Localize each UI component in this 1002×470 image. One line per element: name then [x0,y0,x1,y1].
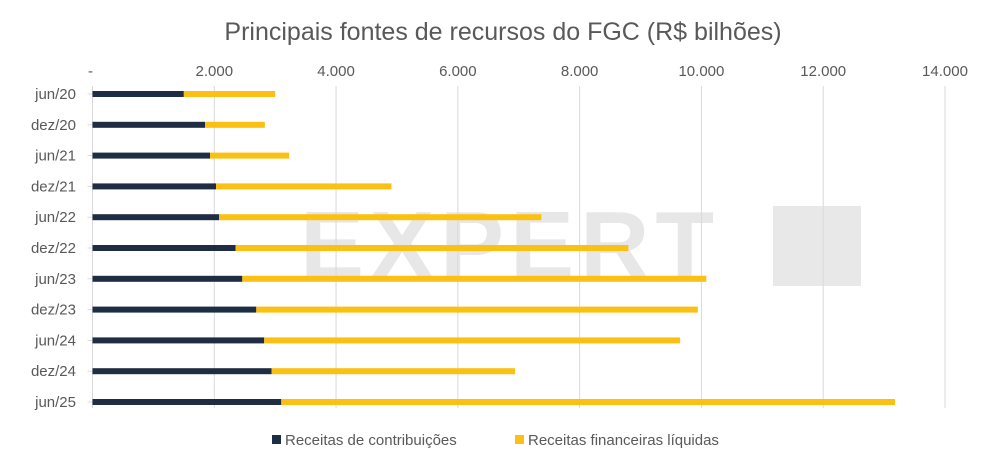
bar-financeiras [210,152,290,159]
bar-contribuicoes [92,275,243,282]
x-tick-label: 6.000 [439,63,477,80]
bar-contribuicoes [92,121,206,128]
legend-label: Receitas financeiras líquidas [528,432,719,449]
bar-contribuicoes [92,152,211,159]
category-label: jun/20 [34,86,76,103]
category-label: dez/23 [31,302,76,319]
bar-contribuicoes [92,399,282,405]
category-label: dez/20 [31,117,76,134]
category-label: jun/22 [34,209,76,226]
bar-contribuicoes [92,337,265,344]
legend-swatch [515,435,524,444]
x-tick-label: 14.000 [922,63,968,80]
category-label: dez/21 [31,178,76,195]
category-label: jun/24 [34,332,76,349]
bar-financeiras [216,183,392,190]
bar-contribuicoes [92,306,257,313]
bar-contribuicoes [92,183,217,190]
x-tick-label: 10.000 [678,63,724,80]
bar-financeiras [219,214,542,221]
bar-financeiras [271,368,516,375]
bar-financeiras [205,121,265,128]
bar-financeiras [256,306,698,313]
chart-title: Principais fontes de recursos do FGC (R$… [224,18,781,46]
legend-label: Receitas de contribuições [285,432,457,449]
bar-contribuicoes [92,91,184,97]
x-tick-label: 12.000 [800,63,846,80]
bar-financeiras [183,91,276,97]
bar-financeiras [242,275,707,282]
bar-contribuicoes [92,214,220,221]
category-label: dez/22 [31,240,76,257]
bar-financeiras [235,245,629,251]
x-tick-label: 2.000 [196,63,234,80]
bar-contribuicoes [92,368,272,375]
x-tick-label: 8.000 [561,63,599,80]
bar-contribuicoes [92,245,236,251]
category-label: jun/21 [34,148,76,165]
legend-swatch [272,435,281,444]
bar-financeiras [264,337,681,344]
category-label: jun/25 [34,394,76,411]
category-label: jun/23 [34,271,76,288]
category-label: dez/24 [31,363,76,380]
x-tick-label: - [88,63,93,80]
bar-financeiras [281,399,896,405]
x-tick-label: 4.000 [317,63,355,80]
